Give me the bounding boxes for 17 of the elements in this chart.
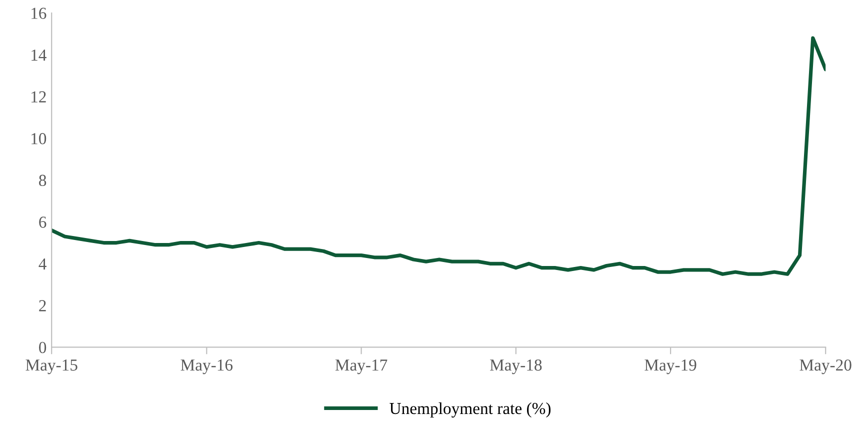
x-tick-label: May-15: [26, 360, 78, 374]
x-tick-label: May-18: [490, 359, 542, 374]
x-tick-label: May-20: [800, 359, 852, 374]
y-tick-label: 12: [32, 91, 46, 102]
y-tick-label: 14: [32, 50, 46, 61]
y-tick-label: 4: [38, 258, 46, 270]
y-tick-label: 10: [32, 133, 46, 144]
x-tick-label: May-19: [644, 359, 696, 374]
legend-label: Unemployment rate (%): [390, 402, 551, 418]
y-tick-label: 16: [32, 8, 46, 19]
x-tick-label: May-16: [180, 359, 233, 374]
y-tick-label: 6: [39, 216, 46, 228]
y-tick-label: 8: [39, 174, 46, 186]
line-series: [52, 36, 826, 276]
y-tick-label: 2: [39, 300, 46, 312]
y-tick-label: 0: [39, 342, 46, 354]
x-tick-label: May-17: [335, 360, 388, 374]
